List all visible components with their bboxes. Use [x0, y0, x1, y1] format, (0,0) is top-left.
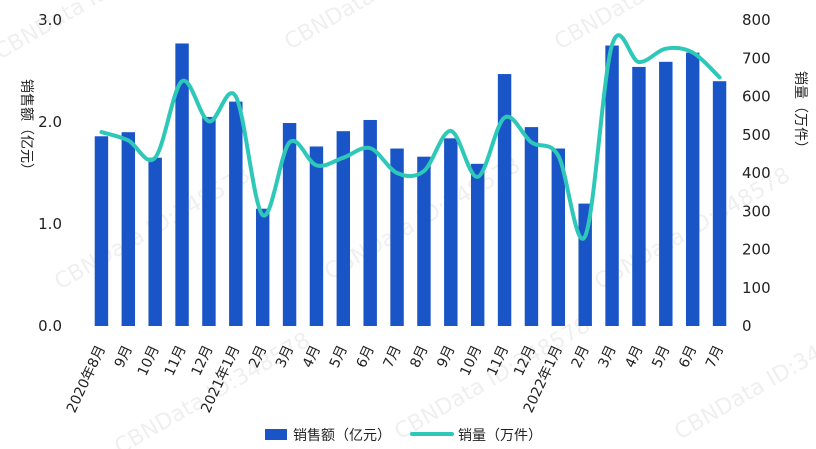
bar	[282, 123, 297, 327]
bar	[659, 61, 673, 326]
y-left-tick-label: 2.0	[38, 113, 62, 131]
watermark-text: CBNData ID:348578	[281, 0, 485, 55]
watermark-text: CBNData ID:348578	[0, 0, 195, 65]
bar	[202, 116, 216, 327]
x-tick-label: 5月	[649, 343, 673, 371]
y-right-tick-label: 100	[742, 279, 771, 297]
legend-line-label: 销量（万件）	[458, 428, 542, 444]
y-left-tick-label: 3.0	[38, 11, 62, 29]
bar	[390, 148, 404, 326]
y-left-axis-title: 销售额（亿元）	[18, 79, 34, 177]
x-tick-label: 7月	[703, 343, 727, 371]
y-right-axis-title: 销量（万件）	[792, 71, 808, 155]
bar	[605, 45, 619, 326]
x-tick-label: 5月	[327, 343, 351, 371]
bar	[578, 203, 592, 326]
bar	[94, 136, 109, 326]
bar	[685, 52, 700, 326]
x-tick-label: 6月	[354, 343, 378, 371]
x-tick-label: 9月	[112, 343, 136, 371]
bar	[497, 74, 512, 326]
y-left-tick-label: 0.0	[38, 317, 62, 335]
x-tick-label: 11月	[162, 343, 190, 379]
x-tick-label: 4月	[622, 343, 646, 371]
bar	[148, 157, 162, 326]
bar	[417, 156, 431, 326]
bar	[363, 119, 377, 327]
bar	[470, 163, 485, 326]
y-right-tick-label: 800	[742, 11, 771, 29]
x-tick-label: 8月	[407, 343, 431, 371]
bar	[175, 43, 189, 327]
bar	[121, 132, 136, 326]
y-right-tick-label: 500	[742, 126, 771, 144]
bar	[229, 101, 243, 326]
y-right-tick-label: 700	[742, 49, 771, 67]
bar	[444, 138, 458, 326]
watermark-text: CBNData ID:348578	[391, 313, 595, 445]
bar	[551, 148, 566, 326]
y-right-tick-label: 200	[742, 241, 771, 259]
bar	[632, 66, 646, 327]
y-right-tick-label: 400	[742, 164, 771, 182]
legend-bar-swatch	[265, 429, 287, 440]
y-right-tick-label: 300	[742, 202, 771, 220]
bar	[524, 127, 539, 326]
bar	[309, 146, 324, 326]
x-tick-label: 9月	[434, 343, 458, 371]
y-right-tick-label: 600	[742, 88, 771, 106]
bar	[336, 131, 351, 326]
legend-bar-label: 销售额（亿元）	[293, 428, 391, 444]
y-left-tick-label: 1.0	[38, 215, 62, 233]
x-tick-label: 12月	[189, 343, 217, 379]
watermark-text: CBNData ID:348578	[551, 0, 755, 55]
x-tick-label: 3月	[595, 343, 619, 371]
bar	[255, 208, 270, 326]
x-tick-label: 6月	[676, 343, 700, 371]
x-tick-label: 2020年8月	[64, 343, 109, 416]
x-tick-label: 7月	[380, 343, 404, 371]
x-tick-label: 10月	[135, 343, 163, 379]
y-right-tick-label: 0	[742, 317, 752, 335]
bar	[712, 81, 727, 326]
